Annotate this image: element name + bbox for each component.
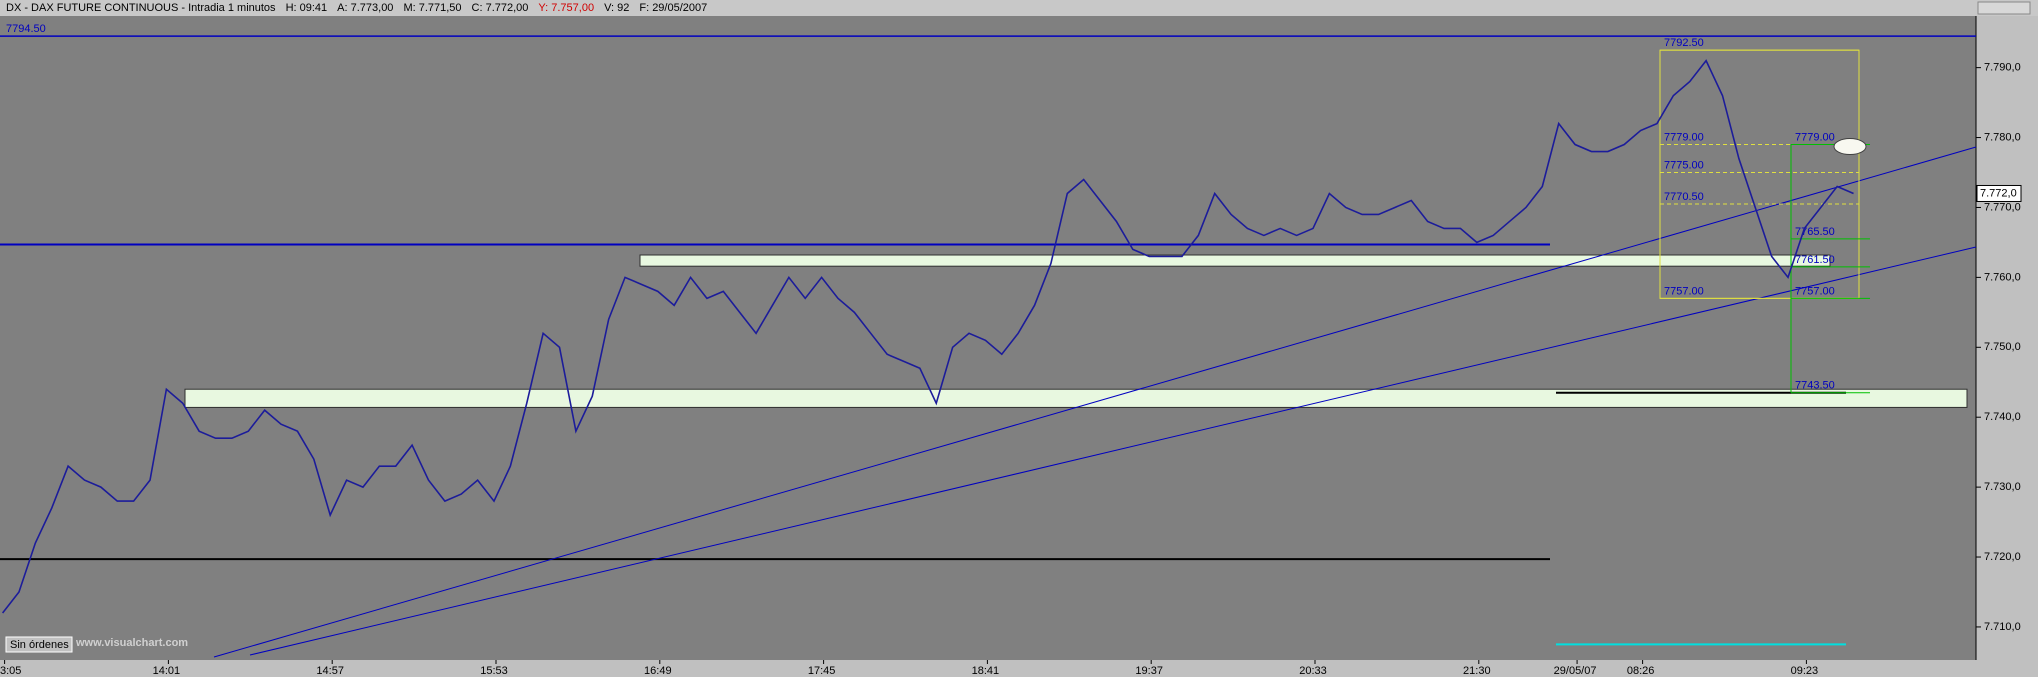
x-tick-label: 18:41 [972,665,1000,677]
header-bar [0,0,2038,16]
x-axis-panel [0,660,2038,677]
header-field: C: 7.772,00 [472,2,529,14]
chart-title: DX - DAX FUTURE CONTINUOUS - Intradia 1 … [6,2,276,14]
header-field: H: 09:41 [286,2,328,14]
fib-label: 7757.00 [1664,285,1704,297]
marker-ellipse [1833,138,1867,156]
x-tick-label: 29/05/07 [1554,665,1597,677]
header-field: F: 29/05/2007 [639,2,707,14]
fib-label: 7775.00 [1664,159,1704,171]
fib-label: 7779.00 [1795,131,1835,143]
fib-label: 7770.50 [1664,191,1704,203]
y-tick-label: 7.710,0 [1984,621,2021,633]
y-tick-label: 7.750,0 [1984,341,2021,353]
fib-label: 7743.50 [1795,380,1835,392]
trend-line [213,146,1977,658]
y-tick-label: 7.760,0 [1984,271,2021,283]
x-tick-label: 14:01 [153,665,181,677]
x-tick-label: 14:57 [316,665,344,677]
y-tick-label: 7.780,0 [1984,131,2021,143]
x-tick-label: 16:49 [644,665,672,677]
zone [639,254,1831,267]
x-tick-label: 19:37 [1135,665,1163,677]
x-tick-label: 08:26 [1627,665,1655,677]
fib-label: 7757.00 [1795,285,1835,297]
price-line [1,59,1854,614]
fib-label: 7792.50 [1664,37,1704,49]
y-tick-label: 7.770,0 [1984,201,2021,213]
fib-label: 7761.50 [1795,254,1835,266]
last-price-label: 7.772,0 [1980,187,2017,199]
status-label: Sin órdenes [10,639,69,651]
last-price-box [1976,184,2022,202]
fib-label: 7779.00 [1664,131,1704,143]
watermark: www.visualchart.com [75,637,188,649]
fib-label: 7765.50 [1795,226,1835,238]
header-field: Y: 7.757,00 [538,2,594,14]
y-tick-label: 7.730,0 [1984,481,2021,493]
y-tick-label: 7.740,0 [1984,411,2021,423]
x-tick-label: 21:30 [1463,665,1491,677]
level-label: 7794.50 [6,23,46,35]
x-tick-label: 3:05 [0,665,21,677]
header-field: A: 7.773,00 [337,2,393,14]
y-tick-label: 7.790,0 [1984,62,2021,74]
x-tick-label: 09:23 [1791,665,1819,677]
status-box [5,636,73,653]
y-axis-panel [1976,16,2038,660]
header-field: M: 7.771,50 [403,2,461,14]
trend-line [249,246,1977,656]
x-tick-label: 17:45 [808,665,836,677]
header-field: V: 92 [604,2,629,14]
x-tick-label: 20:33 [1299,665,1327,677]
y-tick-label: 7.720,0 [1984,551,2021,563]
x-tick-label: 15:53 [480,665,508,677]
header-box [1977,1,2031,15]
